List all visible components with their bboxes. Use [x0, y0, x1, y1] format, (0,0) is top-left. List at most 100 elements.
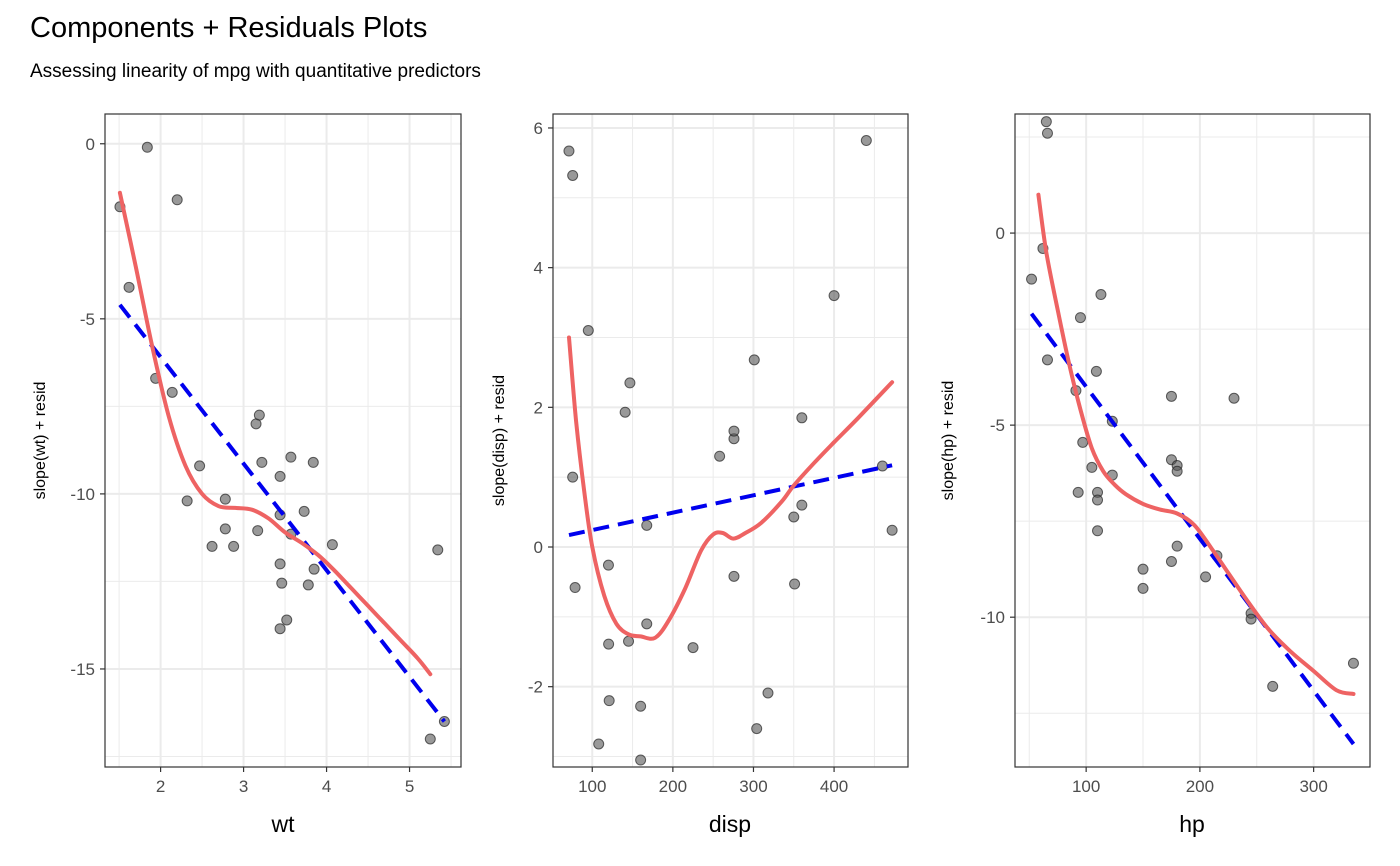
data-point — [281, 614, 293, 626]
data-point — [603, 638, 615, 650]
data-point — [602, 559, 614, 571]
data-point — [1092, 494, 1104, 506]
x-tick-label: 4 — [322, 777, 331, 796]
linear-fit-line — [568, 463, 893, 538]
linear-fit-line — [118, 303, 446, 723]
y-tick-label: -2 — [528, 678, 543, 697]
data-point — [748, 354, 760, 366]
data-point — [1171, 465, 1183, 477]
y-tick-label: -5 — [80, 310, 95, 329]
panel-background — [105, 114, 461, 767]
y-tick-label: 0 — [996, 224, 1005, 243]
data-point — [635, 700, 647, 712]
data-point — [1137, 563, 1149, 575]
data-point — [569, 582, 581, 594]
x-tick-label: 300 — [1299, 777, 1327, 796]
data-point — [1072, 486, 1084, 498]
data-point — [308, 563, 320, 575]
x-tick-label: 200 — [1186, 777, 1214, 796]
data-point — [252, 525, 264, 537]
x-tick-label: 400 — [820, 777, 848, 796]
y-tick-label: -15 — [70, 660, 95, 679]
data-point — [788, 511, 800, 523]
data-point — [219, 493, 231, 505]
data-point — [751, 723, 763, 735]
smooth-curve — [567, 335, 895, 641]
data-point — [567, 471, 579, 483]
data-point — [641, 618, 653, 630]
x-tick-label: 3 — [239, 777, 248, 796]
data-point — [276, 577, 288, 589]
panel-border — [1014, 113, 1371, 768]
data-point — [728, 570, 740, 582]
data-point — [256, 456, 268, 468]
data-point — [624, 377, 636, 389]
y-axis-label: slope(wt) + resid — [32, 382, 49, 500]
data-point — [141, 141, 153, 153]
data-point — [1090, 365, 1102, 377]
data-point — [274, 470, 286, 482]
panel-border — [104, 113, 462, 768]
data-point — [1228, 392, 1240, 404]
data-point — [1137, 582, 1149, 594]
data-point — [828, 290, 840, 302]
y-tick-label: -5 — [990, 416, 1005, 435]
data-point — [228, 540, 240, 552]
y-tick-label: 0 — [86, 135, 95, 154]
data-point — [1092, 525, 1104, 537]
data-point — [762, 687, 774, 699]
data-point — [1200, 571, 1212, 583]
data-point — [123, 281, 135, 293]
data-point — [886, 524, 898, 536]
data-point — [876, 460, 888, 472]
y-tick-label: -10 — [70, 485, 95, 504]
data-point — [253, 409, 265, 421]
data-point — [326, 539, 338, 551]
panel-hp: 100 200 300 0 -5 -10 hp slope(hp) + resid — [940, 113, 1371, 837]
data-point — [194, 460, 206, 472]
x-axis-label: disp — [709, 811, 751, 837]
data-point — [687, 642, 699, 654]
data-point — [563, 145, 575, 157]
linear-fit-line — [1029, 312, 1356, 746]
panel-disp: 100 200 300 400 6 4 2 0 -2 disp slope(disp) + resi… — [491, 113, 909, 837]
data-point — [181, 495, 193, 507]
data-point — [789, 578, 801, 590]
data-point — [302, 579, 314, 591]
data-point — [1245, 613, 1257, 625]
y-tick-label: 2 — [534, 398, 543, 417]
data-point — [432, 544, 444, 556]
data-point — [635, 754, 647, 766]
data-point — [285, 451, 297, 463]
data-point — [1074, 312, 1086, 324]
y-tick-label: -10 — [980, 608, 1005, 627]
data-point — [206, 540, 218, 552]
data-point — [274, 623, 286, 635]
data-point — [1077, 436, 1089, 448]
data-point — [619, 406, 631, 418]
data-point — [1165, 390, 1177, 402]
data-point — [603, 695, 615, 707]
data-point — [1165, 555, 1177, 567]
x-tick-label: 300 — [739, 777, 767, 796]
data-point — [1171, 540, 1183, 552]
data-point — [796, 499, 808, 511]
data-point — [1347, 657, 1359, 669]
data-point — [714, 450, 726, 462]
data-point — [796, 412, 808, 424]
data-point — [1267, 680, 1279, 692]
data-point — [307, 456, 319, 468]
data-point — [1086, 461, 1098, 473]
data-point — [623, 635, 635, 647]
x-axis-label: wt — [271, 811, 296, 837]
data-point — [1041, 354, 1053, 366]
chart-title: Components + Residuals Plots — [30, 12, 428, 44]
smooth-curve — [1036, 192, 1356, 696]
data-point — [166, 386, 178, 398]
panel-wt: 2 3 4 5 0 -5 -10 -15 wt slope(wt) + resid — [32, 113, 462, 837]
x-tick-label: 100 — [1072, 777, 1100, 796]
y-axis-label: slope(hp) + resid — [940, 381, 957, 501]
data-point — [1095, 289, 1107, 301]
x-axis-label: hp — [1179, 811, 1205, 837]
